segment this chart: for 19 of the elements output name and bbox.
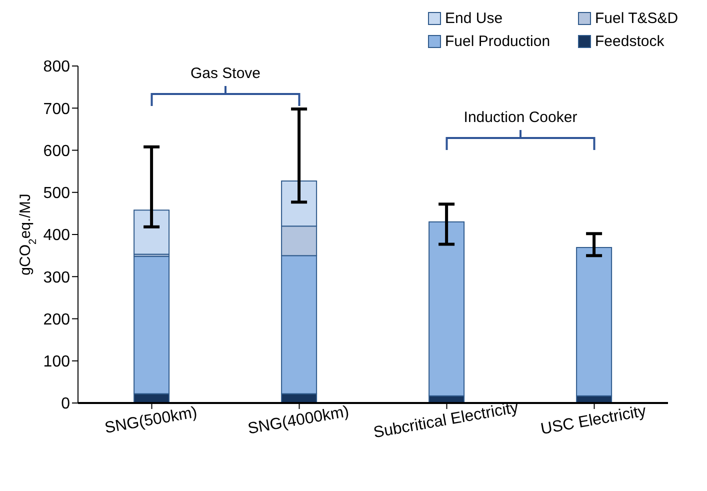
y-tick-label: 100 [43,354,70,371]
x-tick-label: Subcritical Electricity [372,399,520,442]
y-tick-label: 300 [43,269,70,286]
y-tick-label: 200 [43,311,70,328]
annotation: Induction Cooker [464,109,578,126]
legend-label: Fuel T&S&D [595,10,678,27]
y-tick-label: 700 [43,100,70,118]
x-tick-label: USC Electricity [539,402,648,438]
legend-label: Fuel Production [445,33,550,50]
y-tick-label: 600 [43,142,70,160]
y-tick-label: 400 [43,227,70,244]
legend-label: Feedstock [595,33,664,50]
y-tick-label: 800 [43,58,70,76]
y-tick-label: 0 [61,396,70,413]
legend-label: End Use [445,10,503,27]
y-tick-label: 500 [43,185,70,202]
annotation: Gas Stove [190,65,261,82]
bar [134,210,170,255]
x-tick-label: SNG(500km) [104,404,198,438]
